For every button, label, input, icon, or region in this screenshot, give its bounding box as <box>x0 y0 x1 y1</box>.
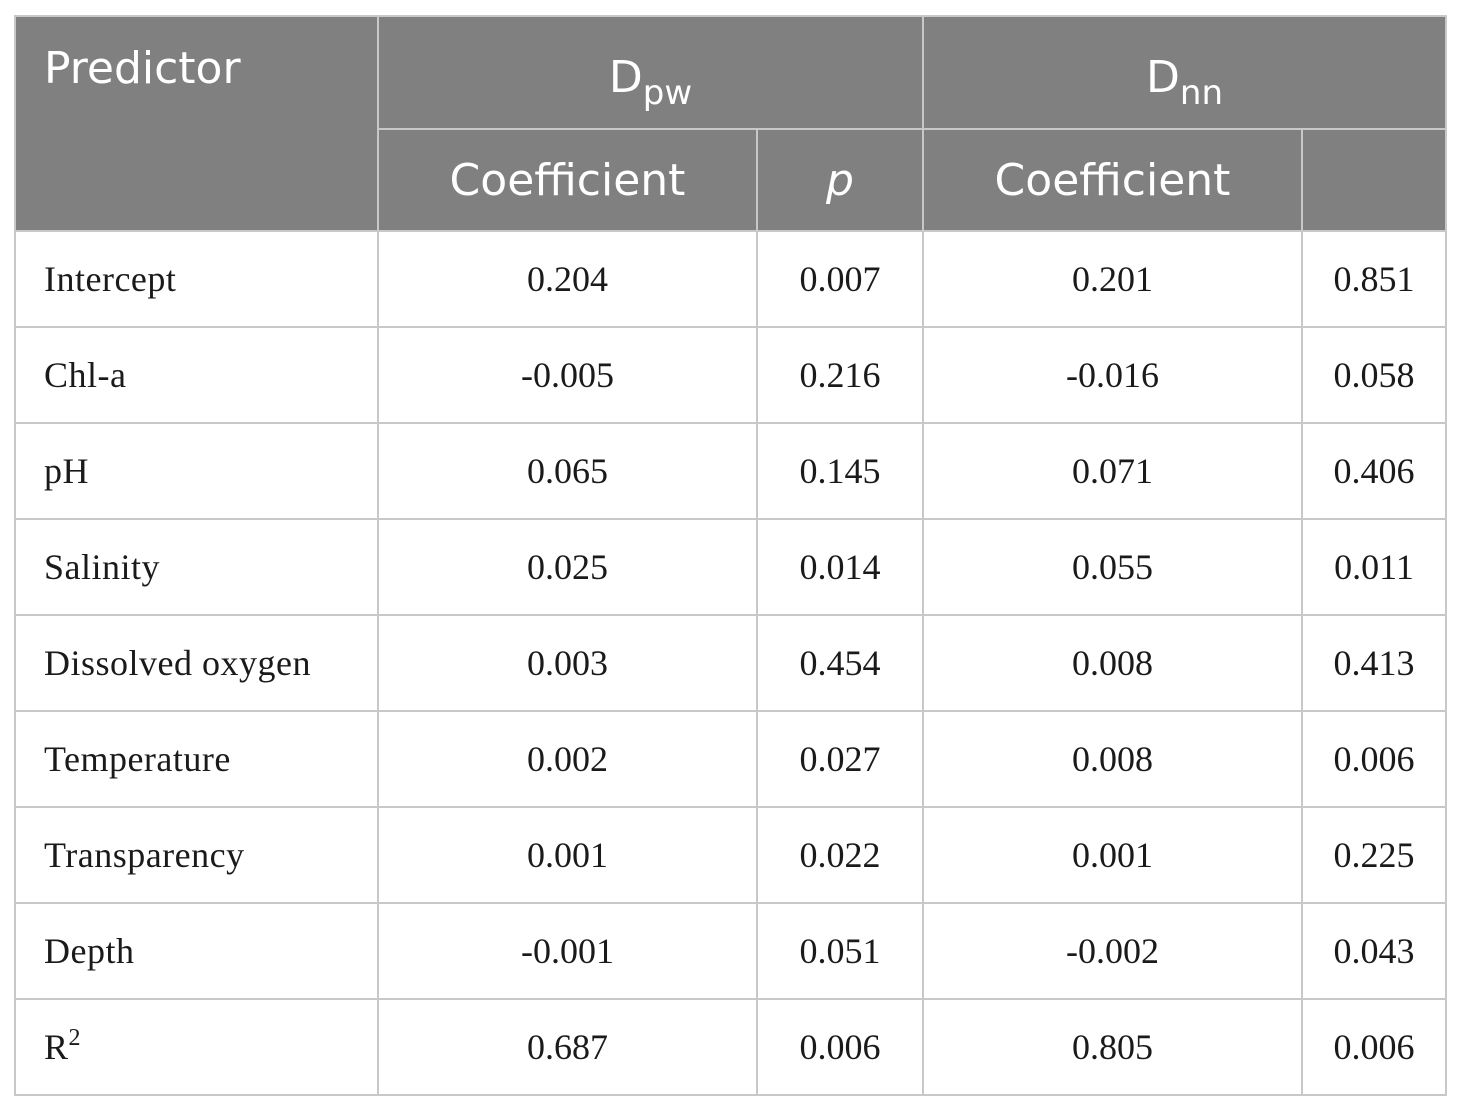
dpw-p-cell: 0.216 <box>756 326 924 424</box>
row-label: Transparency <box>14 806 379 904</box>
dpw-p-cell: 0.022 <box>756 806 924 904</box>
table-row: R2 0.687 0.006 0.805 0.006 <box>14 998 1447 1096</box>
header-dnn-coefficient: Coefficient <box>922 128 1303 232</box>
header-group-dpw-main: D <box>608 52 643 103</box>
row-label: Salinity <box>14 518 379 616</box>
dpw-coefficient-cell: 0.003 <box>377 614 758 712</box>
table-row: Dissolved oxygen 0.003 0.454 0.008 0.413 <box>14 614 1447 712</box>
row-label: Temperature <box>14 710 379 808</box>
row-label: pH <box>14 422 379 520</box>
dnn-p-cell: 0.006 <box>1301 998 1447 1096</box>
row-label: Depth <box>14 902 379 1000</box>
header-group-dpw: Dpw <box>377 15 924 130</box>
dnn-coefficient-cell: 0.201 <box>922 230 1303 328</box>
header-group-dpw-subscript: pw <box>642 73 693 113</box>
table-body: Intercept 0.204 0.007 0.201 0.851 Chl-a … <box>14 230 1447 1096</box>
row-label-text: Salinity <box>44 547 161 587</box>
header-row-2: Coefficient p Coefficient <box>15 128 1447 232</box>
row-label-text: Dissolved oxygen <box>44 643 311 683</box>
dpw-p-cell: 0.454 <box>756 614 924 712</box>
dpw-coefficient-cell: 0.065 <box>377 422 758 520</box>
dpw-coefficient-cell: 0.687 <box>377 998 758 1096</box>
dpw-p-cell: 0.007 <box>756 230 924 328</box>
row-label: R2 <box>14 998 379 1096</box>
dnn-coefficient-cell: 0.071 <box>922 422 1303 520</box>
table-row: Transparency 0.001 0.022 0.001 0.225 <box>14 806 1447 904</box>
dnn-p-cell: 0.406 <box>1301 422 1447 520</box>
header-dnn-blank <box>1301 128 1447 232</box>
table-row: Chl-a -0.005 0.216 -0.016 0.058 <box>14 326 1447 424</box>
dnn-coefficient-cell: 0.001 <box>922 806 1303 904</box>
row-label-sup: 2 <box>68 1025 82 1051</box>
row-label-text: pH <box>44 451 89 491</box>
dpw-coefficient-cell: 0.002 <box>377 710 758 808</box>
dnn-p-cell: 0.413 <box>1301 614 1447 712</box>
dnn-coefficient-cell: 0.805 <box>922 998 1303 1096</box>
dpw-coefficient-cell: -0.001 <box>377 902 758 1000</box>
header-group-dnn-subscript: nn <box>1179 73 1223 113</box>
dnn-coefficient-cell: 0.008 <box>922 614 1303 712</box>
row-label-text: Chl-a <box>44 355 127 395</box>
table-row: pH 0.065 0.145 0.071 0.406 <box>14 422 1447 520</box>
dnn-p-cell: 0.043 <box>1301 902 1447 1000</box>
table-header: Predictor Dpw Dnn Coefficient p Coeffici… <box>14 15 1447 232</box>
table-row: Salinity 0.025 0.014 0.055 0.011 <box>14 518 1447 616</box>
dnn-coefficient-cell: 0.008 <box>922 710 1303 808</box>
dnn-p-cell: 0.851 <box>1301 230 1447 328</box>
row-label: Intercept <box>14 230 379 328</box>
row-label: Chl-a <box>14 326 379 424</box>
dpw-p-cell: 0.006 <box>756 998 924 1096</box>
dnn-p-cell: 0.225 <box>1301 806 1447 904</box>
dnn-p-cell: 0.058 <box>1301 326 1447 424</box>
table-row: Temperature 0.002 0.027 0.008 0.006 <box>14 710 1447 808</box>
dnn-coefficient-cell: -0.002 <box>922 902 1303 1000</box>
regression-table: Predictor Dpw Dnn Coefficient p Coeffici… <box>14 15 1447 1096</box>
row-label-text: R <box>44 1027 69 1067</box>
dpw-coefficient-cell: 0.025 <box>377 518 758 616</box>
dpw-p-cell: 0.051 <box>756 902 924 1000</box>
row-label-text: Depth <box>44 931 135 971</box>
table-row: Depth -0.001 0.051 -0.002 0.043 <box>14 902 1447 1000</box>
header-row-1: Predictor Dpw Dnn <box>14 15 1447 232</box>
dnn-coefficient-cell: -0.016 <box>922 326 1303 424</box>
header-group-dnn-main: D <box>1146 52 1180 103</box>
dpw-coefficient-cell: 0.001 <box>377 806 758 904</box>
header-dpw-coefficient: Coefficient <box>377 128 758 232</box>
table-row: Intercept 0.204 0.007 0.201 0.851 <box>14 230 1447 328</box>
header-predictor: Predictor <box>14 15 379 232</box>
row-label-text: Temperature <box>44 739 231 779</box>
dnn-coefficient-cell: 0.055 <box>922 518 1303 616</box>
header-group-dnn: Dnn <box>922 15 1447 130</box>
header-dpw-p: p <box>756 128 924 232</box>
dpw-p-cell: 0.145 <box>756 422 924 520</box>
row-label-text: Intercept <box>44 259 177 299</box>
dnn-p-cell: 0.006 <box>1301 710 1447 808</box>
dpw-p-cell: 0.014 <box>756 518 924 616</box>
dpw-coefficient-cell: -0.005 <box>377 326 758 424</box>
row-label: Dissolved oxygen <box>14 614 379 712</box>
dnn-p-cell: 0.011 <box>1301 518 1447 616</box>
row-label-text: Transparency <box>44 835 245 875</box>
dpw-p-cell: 0.027 <box>756 710 924 808</box>
dpw-coefficient-cell: 0.204 <box>377 230 758 328</box>
